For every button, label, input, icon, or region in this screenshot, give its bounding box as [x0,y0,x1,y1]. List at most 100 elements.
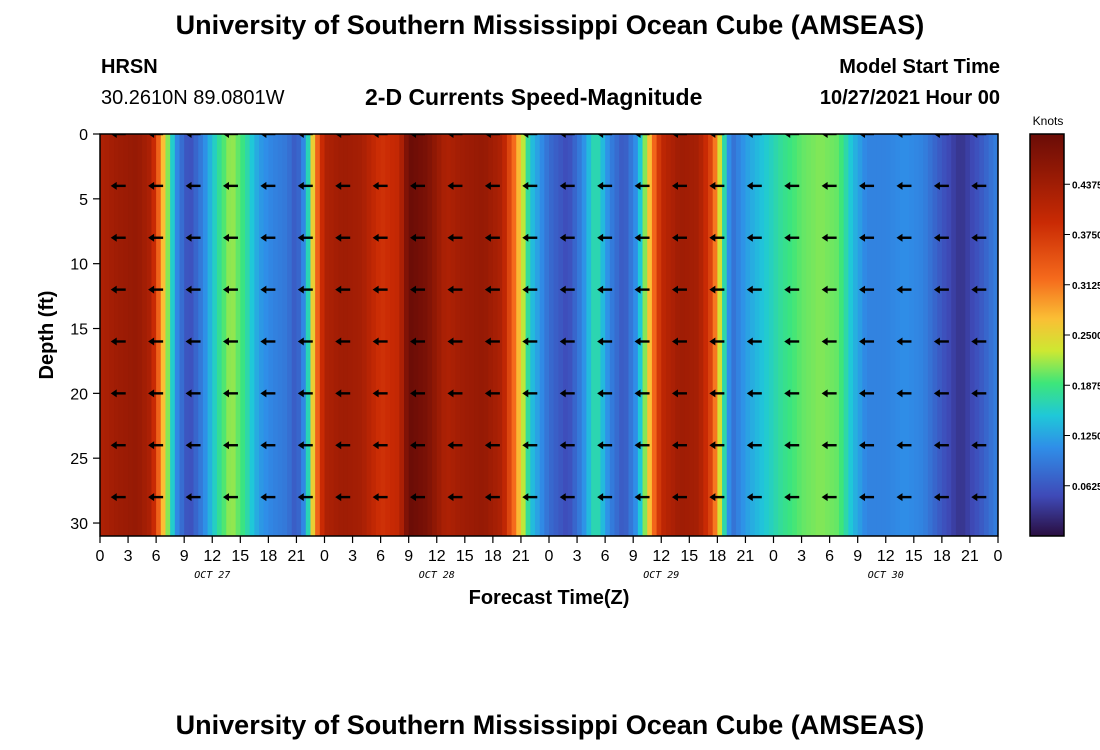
heatmap-cell [778,134,784,536]
x-tick-label: 6 [152,548,161,565]
vector-head [746,493,753,502]
current-vector [896,493,912,502]
current-vector [784,134,800,138]
vector-head [597,181,604,190]
vector-head [559,233,566,242]
current-vector [784,233,800,242]
current-vector [148,389,164,398]
current-vector [410,493,426,502]
vector-head [971,233,978,242]
heatmap-cell [684,134,690,536]
current-vector [484,493,500,502]
heatmap-cell [853,134,859,536]
vector-head [222,285,229,294]
current-vector [559,493,575,502]
current-vector [222,389,238,398]
heatmap-cell [170,134,176,536]
heatmap-cell [226,134,232,536]
heatmap-cell [539,134,545,536]
heatmap-cell [502,134,508,536]
vector-head [671,233,678,242]
current-vector [559,285,575,294]
heatmap-cell [857,134,863,536]
heatmap-cell [764,134,770,536]
heatmap-cell [324,134,330,536]
vector-head [335,337,342,346]
heatmap-cell [385,134,391,536]
vector-head [709,134,716,138]
current-vector [260,134,276,138]
vector-head [671,134,678,138]
vector-head [896,134,903,138]
current-vector [297,181,313,190]
heatmap-cell [259,134,265,536]
vector-head [148,441,155,450]
heatmap-cell [581,134,588,536]
colorbar-tick-label: 0.2500 [1072,331,1100,342]
x-tick-label: 0 [96,548,105,565]
current-vector [671,441,687,450]
heatmap-cell [464,134,471,536]
heatmap-cell [109,134,115,536]
current-vector [185,493,201,502]
vector-head [709,181,716,190]
current-vector [709,181,725,190]
vector-head [410,233,417,242]
plot-title: 2-D Currents Speed-Magnitude [365,84,703,110]
heatmap-cell [254,134,260,536]
current-vector [933,285,949,294]
vector-head [484,337,491,346]
heatmap-cell [142,134,148,536]
heatmap-cell [881,134,887,536]
current-vector [410,285,426,294]
current-vector [148,233,164,242]
vector-head [335,493,342,502]
vector-head [709,441,716,450]
heatmap-cell [506,134,513,536]
current-vector [859,181,875,190]
vector-head [260,233,267,242]
vector-head [297,389,304,398]
heatmap-cell [544,134,550,536]
vector-head [297,134,304,138]
current-vector [222,134,238,138]
heatmap-cell [712,134,718,536]
vector-head [784,389,791,398]
heatmap-cell [118,134,124,536]
current-vector [559,389,575,398]
vector-head [148,233,155,242]
current-vector [185,233,201,242]
heatmap-cell [656,134,662,536]
heatmap-cell [563,134,569,536]
y-tick-label: 25 [70,451,88,468]
vector-head [933,181,940,190]
vector-head [821,233,828,242]
vector-head [522,493,529,502]
day-label: OCT 28 [419,570,455,581]
heatmap-cell [904,134,910,536]
vector-head [410,285,417,294]
current-vector [559,233,575,242]
vector-head [784,441,791,450]
day-label: OCT 29 [643,570,679,581]
current-vector [784,441,800,450]
heatmap-cell [394,134,400,536]
vector-head [933,233,940,242]
y-tick-label: 20 [70,386,88,403]
x-axis-label: Forecast Time(Z) [469,587,630,609]
current-vector [933,441,949,450]
heatmap-cell [750,134,756,536]
x-tick-label: 0 [545,548,554,565]
current-vector [896,181,912,190]
vector-head [260,337,267,346]
current-vector [110,233,126,242]
current-vector [335,337,351,346]
current-vector [484,441,500,450]
heatmap-cell [960,134,966,536]
current-vector [671,181,687,190]
current-vector [671,337,687,346]
current-vector [597,441,613,450]
speed-heatmap [100,134,998,536]
vector-head [372,389,379,398]
heatmap-cell [221,134,227,536]
